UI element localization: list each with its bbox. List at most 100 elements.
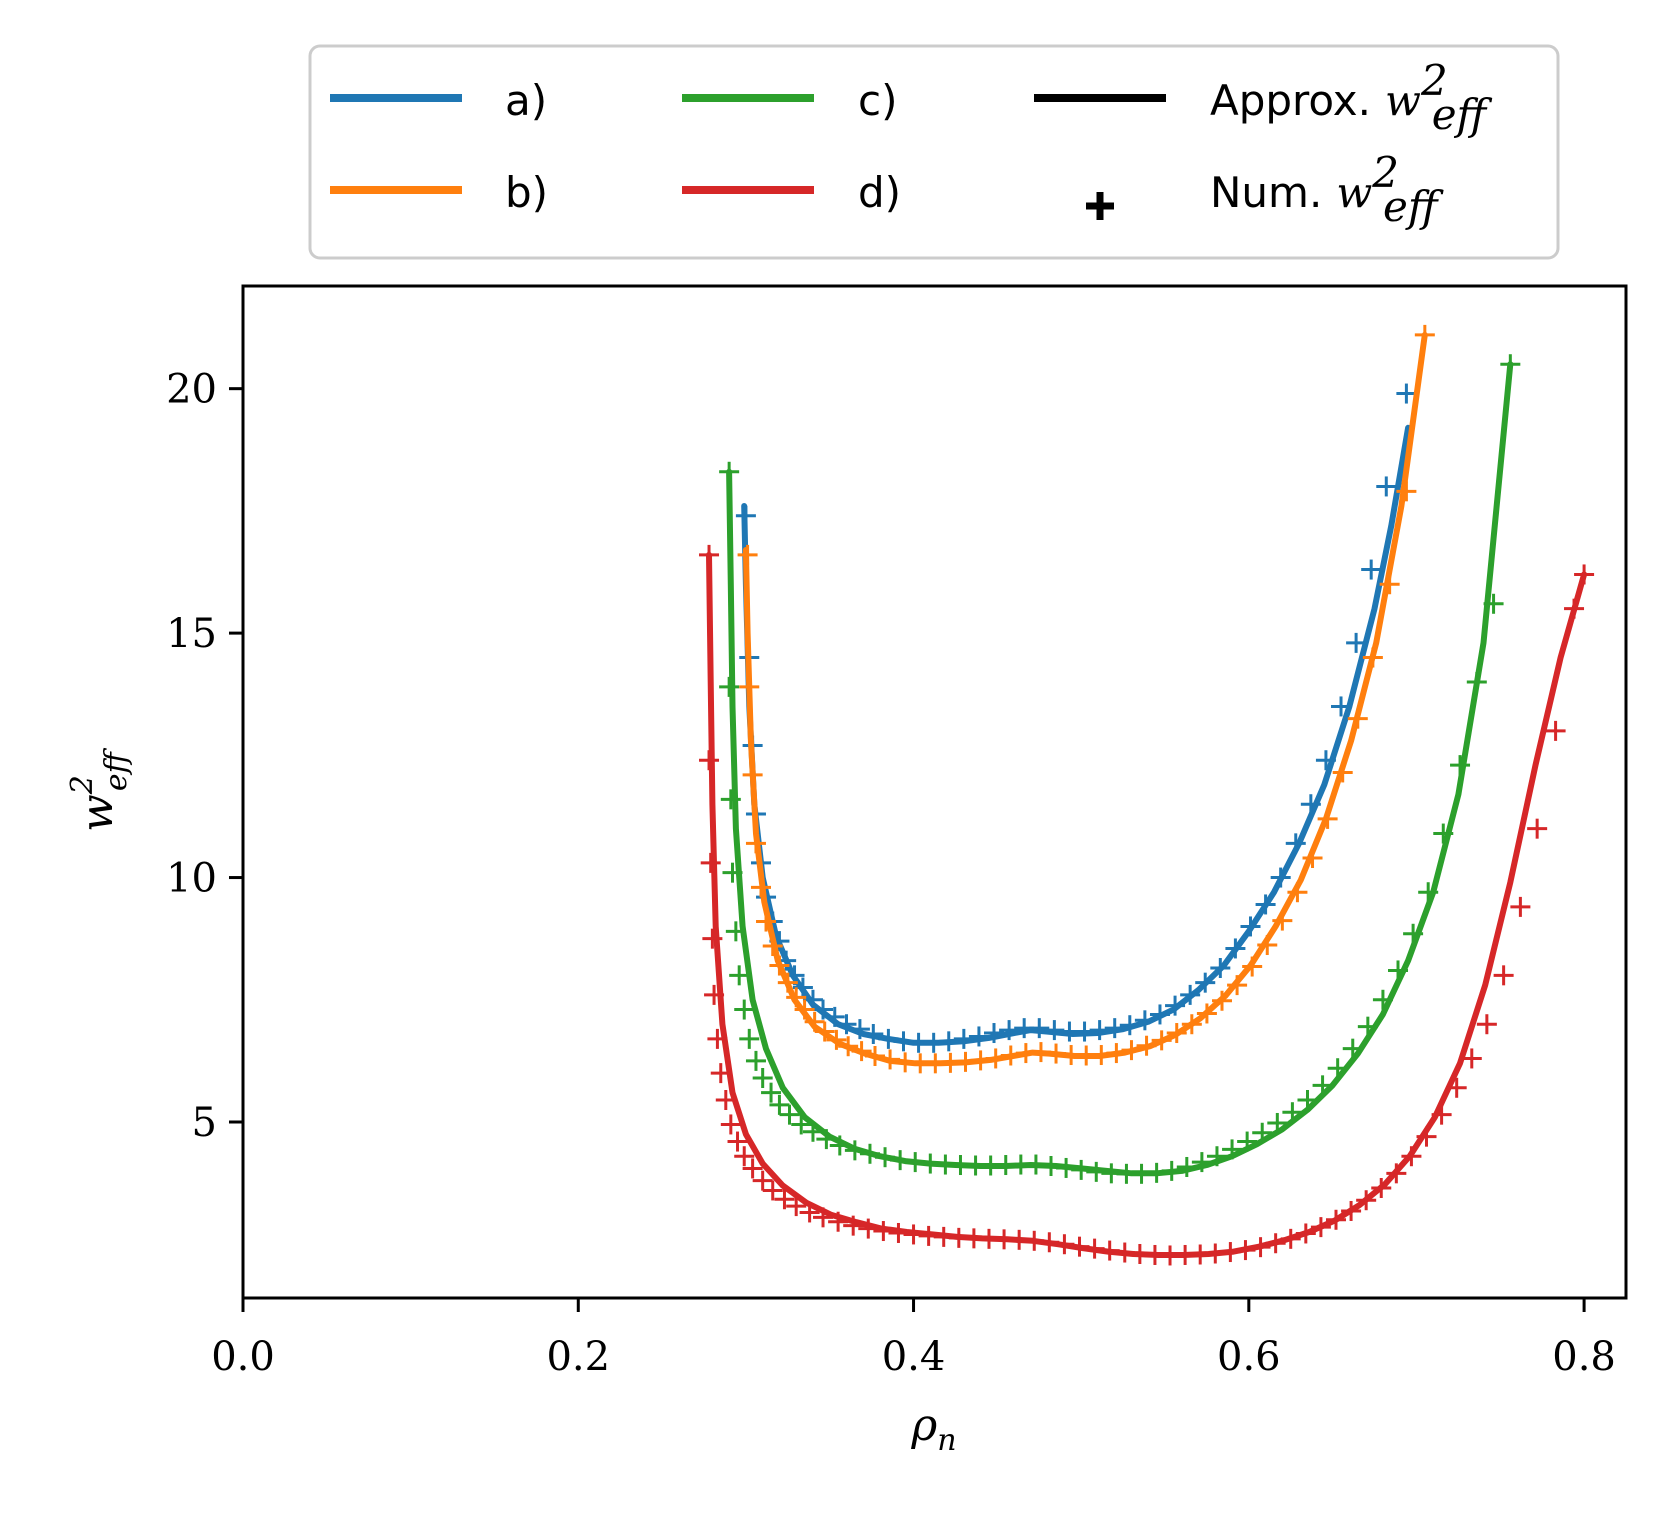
- series-marker: [802, 1121, 823, 1142]
- series-marker: [725, 921, 746, 942]
- series-marker: [1121, 1040, 1142, 1061]
- series-marker: [1302, 848, 1323, 868]
- series-marker: [836, 1014, 857, 1035]
- series-marker: [769, 955, 790, 976]
- legend-label-c: c): [858, 76, 897, 125]
- series-marker: [786, 987, 807, 1008]
- series-marker: [1165, 995, 1186, 1016]
- series-marker: [984, 1023, 1005, 1044]
- series-marker: [1564, 598, 1585, 619]
- series-marker: [1476, 1014, 1497, 1035]
- series-marker: [1041, 1156, 1062, 1176]
- series-marker: [1210, 958, 1231, 978]
- plot-frame: [241, 284, 1628, 1300]
- series-marker: [1300, 794, 1321, 815]
- series-marker: [1297, 1090, 1318, 1110]
- series-marker: [1056, 1157, 1077, 1178]
- series-marker: [1362, 647, 1383, 668]
- series-marker: [1265, 1233, 1286, 1254]
- series-marker: [849, 1019, 870, 1040]
- series-marker: [1242, 956, 1263, 977]
- x-tick-label: 0.6: [1217, 1334, 1281, 1380]
- series-marker: [1483, 593, 1504, 614]
- series-line: [741, 424, 1412, 1046]
- series-marker: [704, 984, 725, 1005]
- y-axis-label: w2eff: [65, 747, 134, 832]
- series-d: [699, 544, 1595, 1266]
- series-marker: [702, 928, 723, 949]
- series-marker: [1071, 1159, 1092, 1180]
- legend-label-a: a): [505, 76, 547, 125]
- series-marker: [786, 1196, 807, 1217]
- series-marker: [1176, 1156, 1197, 1177]
- series-marker: [756, 911, 777, 932]
- legend-label-approx: Approx. w2 eff: [1210, 56, 1493, 139]
- series-marker: [1039, 1232, 1060, 1253]
- series-marker: [1403, 923, 1424, 944]
- series-marker: [1134, 1010, 1155, 1031]
- series-marker: [1211, 990, 1232, 1011]
- series-marker: [1267, 1112, 1288, 1133]
- series-marker: [1401, 1146, 1422, 1167]
- series-marker: [745, 833, 766, 854]
- series-marker: [1331, 696, 1352, 717]
- series-marker: [752, 1068, 773, 1088]
- series-marker: [1000, 1045, 1021, 1066]
- series-marker: [1332, 762, 1353, 783]
- series-marker: [1386, 1163, 1407, 1184]
- series-marker: [1166, 1023, 1187, 1044]
- series-marker: [1054, 1234, 1075, 1255]
- series-marker: [1149, 1004, 1170, 1025]
- series-marker: [1084, 1238, 1105, 1259]
- series-marker: [1180, 984, 1201, 1005]
- series-marker: [873, 1221, 894, 1242]
- series-b: [737, 324, 1435, 1074]
- y-tick-label: 20: [166, 367, 217, 413]
- series-marker: [1099, 1240, 1120, 1261]
- series-marker: [1295, 1223, 1316, 1244]
- series-marker: [1272, 910, 1293, 931]
- series-marker: [1196, 1003, 1217, 1024]
- series-marker: [1069, 1236, 1090, 1257]
- legend-marker-num: [1086, 192, 1114, 220]
- series-marker: [844, 1140, 865, 1161]
- x-tick-label: 0.0: [211, 1334, 275, 1380]
- series-marker: [739, 676, 760, 697]
- series-marker: [1091, 1045, 1112, 1066]
- series-marker: [1357, 1016, 1378, 1037]
- series-marker: [1089, 1020, 1110, 1041]
- series-marker: [1285, 833, 1306, 854]
- series-marker: [752, 1170, 773, 1191]
- series-marker: [1287, 882, 1308, 903]
- series-marker: [1195, 972, 1216, 993]
- series-marker: [875, 1147, 896, 1168]
- legend-label-b: b): [505, 168, 548, 217]
- series-line: [742, 331, 1428, 1067]
- series-marker: [1181, 1014, 1202, 1035]
- series-marker: [1342, 1038, 1363, 1059]
- series-marker: [802, 989, 823, 1010]
- series-marker: [1416, 1126, 1437, 1147]
- series-marker: [1361, 559, 1382, 580]
- series-layer: [699, 324, 1595, 1266]
- series-marker: [1151, 1030, 1172, 1051]
- series-marker: [1388, 960, 1409, 981]
- series-marker: [813, 1207, 834, 1228]
- series-marker: [824, 1006, 845, 1027]
- series-marker: [1104, 1018, 1125, 1039]
- legend-label-num: Num. w2 eff: [1210, 148, 1444, 231]
- series-marker: [813, 999, 834, 1020]
- series-marker: [1527, 818, 1548, 839]
- series-marker: [1433, 823, 1454, 844]
- series-marker: [1414, 324, 1435, 345]
- series-a: [735, 383, 1417, 1053]
- series-marker: [769, 1094, 790, 1115]
- series-marker: [1220, 1242, 1241, 1263]
- series-marker: [1510, 896, 1531, 917]
- series-marker: [858, 1218, 879, 1239]
- series-marker: [1431, 1104, 1452, 1125]
- series-marker: [720, 789, 741, 810]
- series-marker: [1493, 965, 1514, 986]
- series-marker: [699, 544, 720, 565]
- series-marker: [715, 1090, 736, 1110]
